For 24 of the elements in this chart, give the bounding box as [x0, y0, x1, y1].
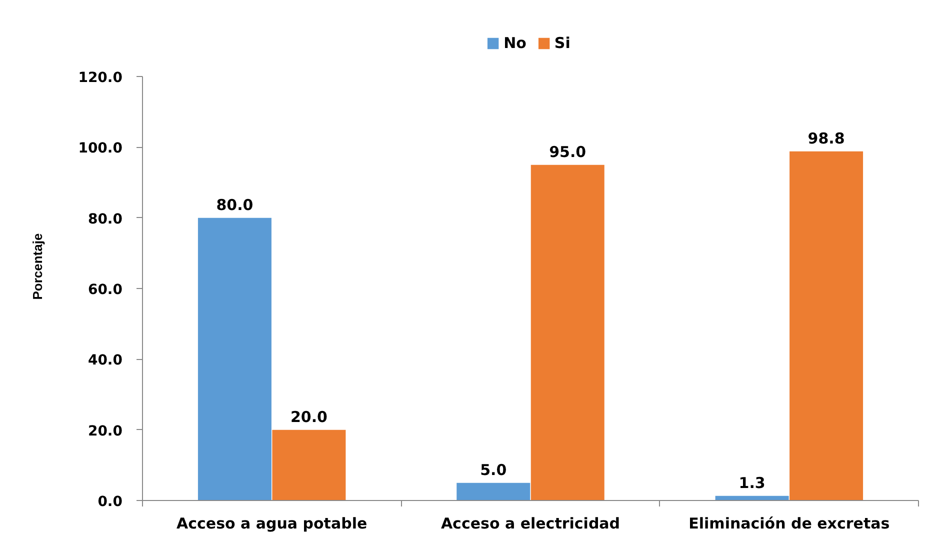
- x-tick-label: Eliminación de excretas: [688, 514, 890, 532]
- y-tick-label: 40.0: [88, 352, 123, 369]
- data-label: 80.0: [216, 196, 254, 214]
- x-tick-label: Acceso a electricidad: [440, 514, 620, 532]
- legend-label: No: [504, 34, 526, 52]
- bar: [790, 151, 864, 500]
- y-axis-title: Porcentaje: [30, 233, 46, 300]
- y-tick-label: 60.0: [88, 282, 123, 298]
- bar: [198, 218, 272, 500]
- bar: [272, 430, 346, 500]
- data-label: 1.3: [738, 474, 766, 492]
- legend-label: Si: [554, 34, 572, 52]
- bar: [456, 482, 530, 500]
- y-tick-label: 80.0: [88, 211, 123, 228]
- data-label: 20.0: [290, 408, 328, 426]
- y-tick-label: 20.0: [88, 423, 123, 440]
- bar: [530, 164, 604, 500]
- y-tick-label: 0.0: [98, 494, 123, 510]
- y-tick-label: 120.0: [78, 70, 123, 86]
- data-label: 98.8: [808, 129, 845, 148]
- data-label: 95.0: [549, 142, 586, 161]
- x-tick-label: Acceso a agua potable: [176, 514, 368, 532]
- y-tick-label: 100.0: [78, 140, 123, 157]
- data-label: 5.0: [480, 460, 507, 479]
